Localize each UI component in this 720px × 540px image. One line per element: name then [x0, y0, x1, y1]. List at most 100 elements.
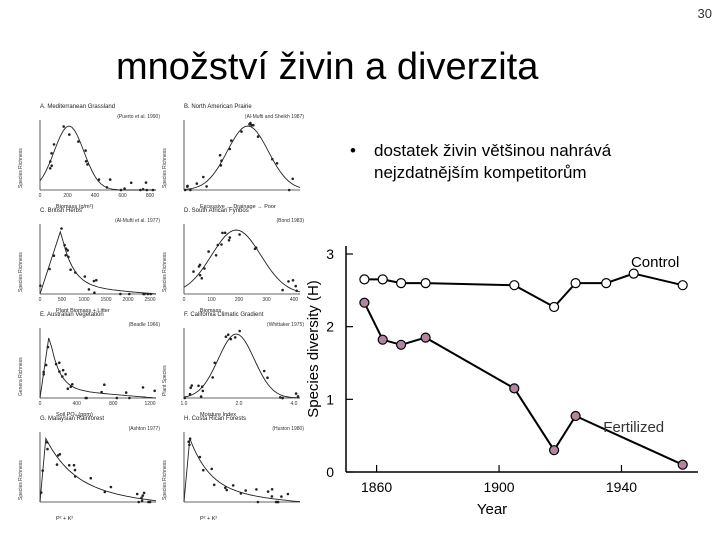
- small-plot-panel: H. Costa Rican Forests (Huston 1980) Speci…: [162, 416, 306, 522]
- slide-title: množství živin a diverzita: [116, 46, 539, 88]
- small-plot-point: [55, 463, 59, 466]
- small-plot-point: [42, 373, 45, 376]
- small-plot-citation: (Whittaker 1975): [267, 322, 304, 328]
- small-plot-label: G. Malaysian Rainforest: [40, 416, 105, 422]
- small-plot-point: [46, 345, 50, 349]
- data-point: [628, 268, 639, 279]
- small-plot-point: [67, 255, 70, 259]
- small-plot-point: [296, 395, 300, 398]
- small-plot-tick-label: 0: [39, 297, 42, 303]
- data-point: [549, 301, 560, 313]
- small-plot-point: [220, 243, 223, 246]
- small-plot-point: [137, 500, 140, 504]
- small-plot-point: [129, 181, 133, 185]
- data-point: [509, 383, 520, 394]
- small-plot-point: [61, 368, 65, 372]
- small-plot-curve: [39, 436, 157, 503]
- small-plot-graphic: [183, 120, 301, 192]
- small-plot-tick-label: 0: [183, 297, 186, 303]
- small-plot-point: [295, 289, 298, 293]
- bullet-marker: •: [350, 141, 356, 160]
- small-plot-point: [142, 491, 146, 495]
- small-plot-point: [139, 188, 142, 192]
- small-plot-label: E. Australian Vegetation: [40, 312, 104, 318]
- small-plot-tick-label: 800: [146, 193, 155, 199]
- small-plot-graphic: 0 200 400 600 800: [39, 120, 156, 199]
- small-plot-point: [128, 396, 131, 400]
- small-plot-point: [210, 467, 213, 471]
- small-plot-tick-label: 1200: [144, 401, 155, 407]
- small-plot-point: [221, 231, 224, 235]
- small-plot-point: [225, 488, 228, 492]
- small-plot-point: [199, 395, 203, 398]
- small-plot-point: [89, 476, 93, 480]
- small-plot-point: [42, 370, 45, 374]
- small-plot-tick-label: 200: [63, 193, 72, 199]
- small-plot-xlabel: Biomass: [200, 308, 222, 314]
- small-plot-tick-label: 4.0: [291, 401, 298, 407]
- small-plot-point: [71, 383, 74, 386]
- data-point: [677, 459, 688, 470]
- small-plot-citation: (Ashton 1977): [128, 426, 160, 432]
- small-plot-point: [205, 185, 208, 188]
- small-plot-point: [52, 254, 56, 257]
- small-plot-point: [198, 455, 202, 459]
- small-plot-point: [100, 390, 103, 394]
- small-plot-ylabel: Species Richness: [18, 460, 24, 500]
- small-plot-point: [266, 376, 269, 379]
- small-plot-point: [50, 164, 53, 167]
- small-plots-grid: A. Mediterranean Grassland (Puerto et al.…: [18, 102, 308, 528]
- small-plot-point: [66, 249, 69, 252]
- small-plot-point: [124, 391, 128, 394]
- bullet-text: dostatek živin většinou nahrává nejzdatn…: [374, 141, 612, 182]
- small-plot-point: [103, 383, 106, 386]
- small-plot-point: [224, 335, 228, 338]
- small-plot-curve: [183, 333, 301, 399]
- small-plot-curve: [39, 125, 156, 191]
- small-plot-point: [278, 396, 282, 399]
- small-plot-point: [192, 270, 195, 273]
- small-plot-point: [58, 370, 61, 373]
- small-plot-point: [39, 491, 43, 494]
- small-plot-point: [189, 386, 192, 389]
- x-tick-label: 1900: [483, 479, 514, 495]
- small-plot-ylabel: Genera Richness: [18, 357, 24, 396]
- y-tick-label: 1: [326, 391, 334, 407]
- small-plot-point: [197, 384, 200, 388]
- small-plot-graphic: 0 100 200 300 400: [183, 224, 301, 303]
- small-plot-point: [128, 292, 131, 296]
- small-plot-point: [46, 447, 49, 451]
- small-plot-point: [92, 279, 96, 283]
- small-plot-point: [93, 291, 96, 294]
- small-plot-panel: F. California Climatic Gradient (Whittake…: [162, 312, 306, 418]
- data-point: [420, 332, 431, 343]
- small-plot-tick-label: 0: [39, 401, 42, 407]
- small-plot-panel: E. Australian Vegetation (Beadle 1966) Gen…: [18, 312, 162, 418]
- page-number: 30: [697, 6, 712, 21]
- small-plot-point: [60, 227, 63, 230]
- small-plot-point: [256, 135, 260, 138]
- small-plot-point: [58, 361, 61, 364]
- small-plot-point: [203, 267, 206, 270]
- data-point: [601, 277, 612, 289]
- small-plot-label: H. Costa Rican Forests: [184, 416, 247, 422]
- small-plot-point: [270, 488, 274, 491]
- data-point: [395, 277, 407, 289]
- small-plot-point: [274, 500, 278, 504]
- small-plot-citation: (Al-Mufti and Sheikh 1987): [244, 114, 304, 120]
- small-plot-point: [223, 231, 227, 235]
- small-plot-panel: G. Malaysian Rainforest (Ashton 1977) Spec…: [18, 416, 162, 522]
- small-plot-point: [250, 123, 253, 127]
- small-plot-ylabel: Species Richness: [162, 252, 168, 292]
- small-plot-point: [202, 175, 205, 179]
- small-plot-point: [190, 384, 194, 387]
- small-plot-curve: [183, 125, 301, 190]
- small-plot-point: [240, 130, 243, 133]
- small-plot-tick-label: 0: [39, 193, 42, 199]
- small-plot-graphic: 0 400 800 1200: [39, 328, 157, 407]
- small-plot-point: [86, 163, 89, 166]
- data-point: [420, 277, 431, 289]
- small-plot-point: [262, 369, 266, 373]
- small-plot-point: [230, 139, 233, 142]
- small-plot-point: [119, 188, 123, 192]
